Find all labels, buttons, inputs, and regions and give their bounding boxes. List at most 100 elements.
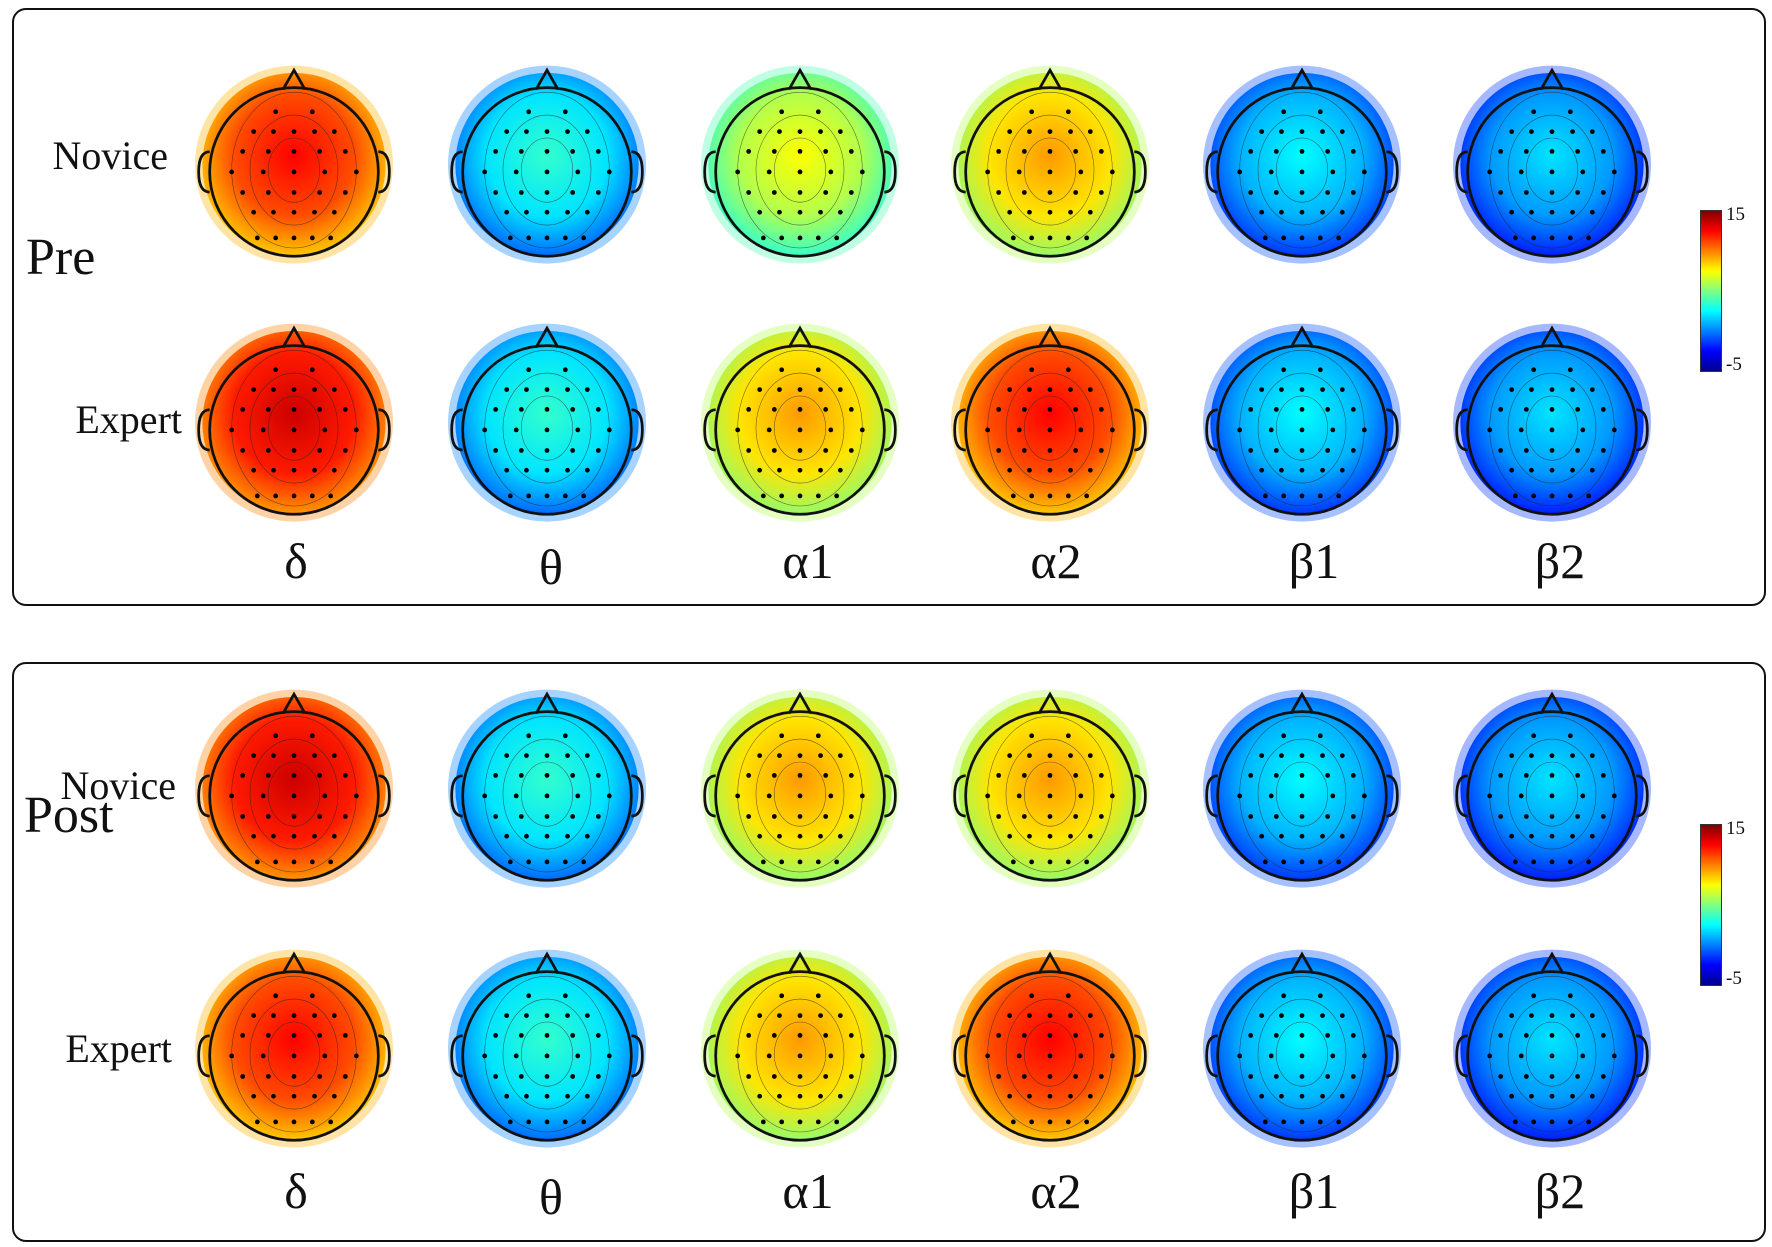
electrode-dot [1299, 493, 1305, 499]
electrode-dot [1248, 773, 1254, 778]
electrode-dot [746, 1033, 752, 1038]
electrode-dot [309, 367, 315, 373]
topomap-pre-expert-3 [951, 323, 1149, 522]
electrode-dot [254, 1119, 260, 1125]
head-outline [1216, 710, 1388, 882]
right-ear-icon [631, 774, 644, 818]
electrode-dot [1027, 833, 1032, 839]
electrode-dot [1523, 448, 1529, 453]
electrode-dot [1047, 427, 1053, 433]
electrode-dot [251, 1013, 257, 1018]
electrode-dot [1010, 235, 1016, 241]
electrode-dot [317, 407, 323, 412]
electrode-dot [1339, 209, 1345, 215]
electrode-dot [771, 149, 777, 154]
electrode-dot [595, 407, 601, 412]
electrode-dot [771, 190, 777, 195]
topomap-contour [502, 738, 592, 850]
nose-icon [1539, 691, 1565, 715]
electrode-dot [757, 833, 763, 839]
electrode-dot [797, 190, 803, 195]
electrode-dot [240, 814, 246, 819]
electrode-dot [1021, 1074, 1027, 1079]
electrode-dot [985, 1053, 991, 1059]
topomap-fill [202, 330, 386, 515]
electrode-dot [1279, 1013, 1284, 1018]
electrode-dot [757, 1013, 763, 1018]
electrode-dot [1600, 1074, 1606, 1079]
topomap-fill [1460, 956, 1644, 1141]
topomap-contour [502, 372, 592, 484]
electrode-dot [342, 1033, 348, 1038]
electrode-dot [291, 1033, 297, 1038]
electrode-dot [1007, 129, 1013, 134]
electrode-dot [1509, 753, 1515, 758]
electrode-dot [518, 1074, 524, 1079]
head-outline [1466, 86, 1638, 258]
electrode-dot [331, 467, 337, 473]
electrode-dot [1029, 1119, 1035, 1125]
electrode-dot [1262, 1119, 1268, 1125]
electrode-dot [251, 209, 257, 215]
topomap-post-novice-4 [1203, 689, 1401, 888]
electrode-dot [766, 793, 772, 799]
electrode-dot [1078, 169, 1084, 175]
electrode-dot [544, 493, 550, 499]
electrode-dot [1065, 235, 1071, 241]
electrode-dot [771, 407, 777, 412]
colorbar-post [1700, 824, 1722, 986]
electrode-dot [1549, 1074, 1555, 1079]
electrode-dot [1320, 129, 1325, 134]
electrode-dot [1109, 793, 1115, 799]
electrode-dot [581, 1119, 587, 1125]
electrode-dot [291, 235, 297, 241]
electrode-dot [291, 129, 297, 134]
electrode-dot [1007, 1013, 1013, 1018]
electrode-dot [1047, 1053, 1053, 1059]
electrode-dot [757, 209, 763, 215]
electrode-dot [818, 467, 823, 473]
electrode-dot [1330, 169, 1336, 175]
topomap-pre-expert-1 [448, 323, 646, 522]
topomap-contour [1526, 761, 1578, 827]
electrode-dot [848, 149, 854, 154]
electrode-dot [1237, 427, 1243, 433]
topomap-contour [774, 395, 826, 461]
electrode-dot [1068, 387, 1073, 392]
electrode-dot [1523, 149, 1529, 154]
electrode-dot [251, 387, 257, 392]
electrode-dot [777, 209, 782, 215]
left-ear-icon [1455, 1034, 1468, 1078]
electrode-dot [797, 407, 803, 412]
electrode-dot [1029, 733, 1035, 739]
electrode-dot [544, 235, 550, 241]
electrode-dot [544, 209, 550, 215]
electrode-dot [1007, 833, 1013, 839]
electrode-dot [1529, 753, 1534, 758]
electrode-dot [1299, 190, 1305, 195]
electrode-dot [1512, 493, 1518, 499]
electrode-dot [1549, 1013, 1555, 1018]
electrode-dot [353, 1053, 359, 1059]
electrode-dot [1299, 1119, 1305, 1125]
electrode-dot [1317, 493, 1323, 499]
electrode-dot [1047, 467, 1053, 473]
electrode-dot [584, 129, 590, 134]
right-ear-icon [1134, 1034, 1147, 1078]
electrode-dot [1509, 1013, 1515, 1018]
electrode-dot [312, 467, 317, 473]
electrode-dot [595, 773, 601, 778]
electrode-dot [317, 814, 323, 819]
topomap-fill [202, 956, 386, 1141]
electrode-dot [771, 814, 777, 819]
electrode-dot [1523, 1074, 1529, 1079]
right-ear-icon [1386, 774, 1399, 818]
electrode-dot [823, 448, 829, 453]
topomap-fill [958, 696, 1142, 881]
topomap-contour [521, 761, 573, 827]
topomap-contour [521, 1021, 573, 1087]
electrode-dot [1549, 1053, 1555, 1059]
electrode-dot [1509, 387, 1515, 392]
electrode-dot [1047, 1013, 1053, 1018]
condition-label-post: Post [24, 787, 114, 844]
